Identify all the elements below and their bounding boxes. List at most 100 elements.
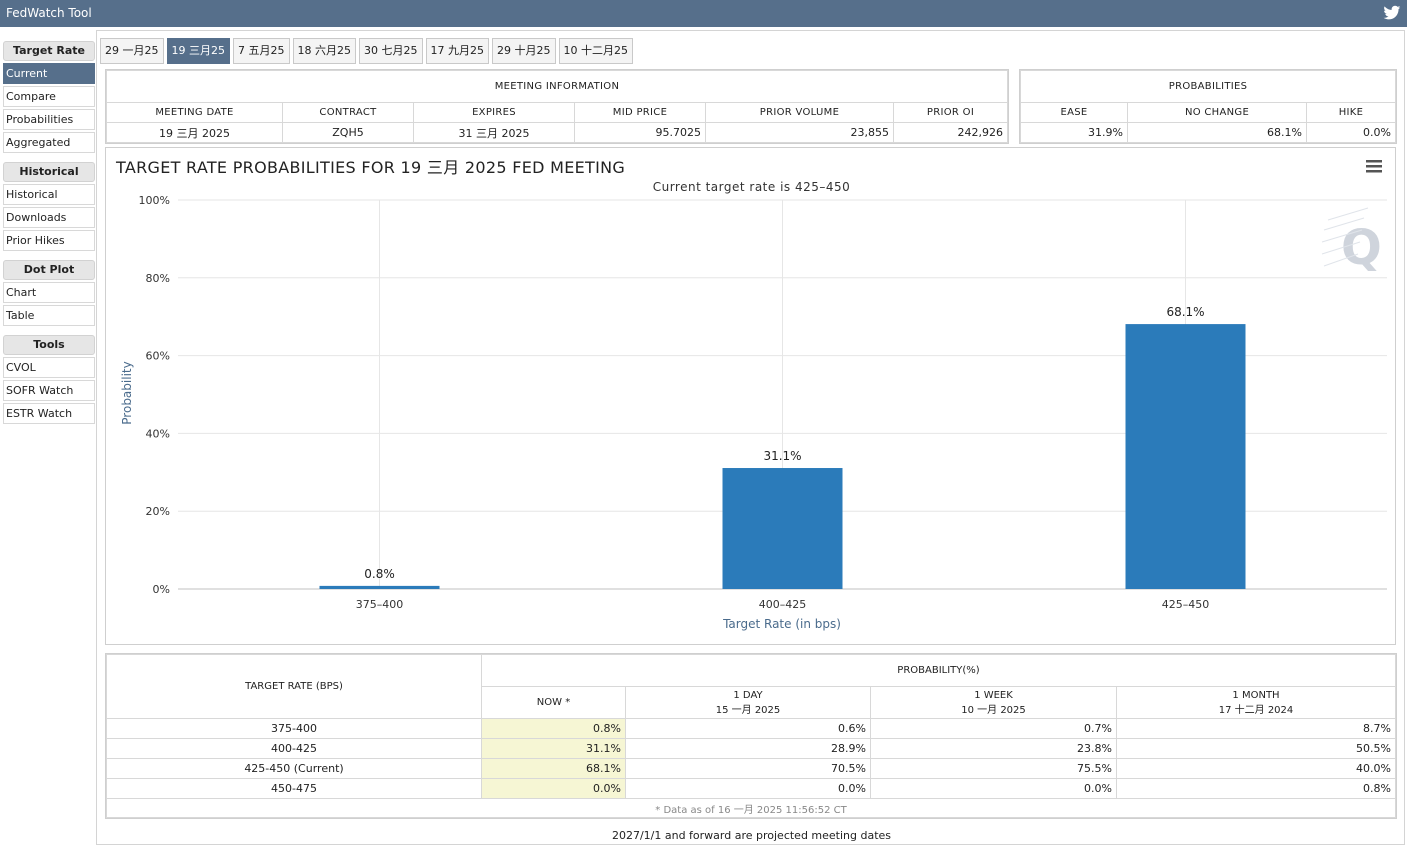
day-cell: 0.0% [625,778,871,799]
day-cell: 0.6% [625,718,871,739]
hike-value: 0.0% [1306,122,1396,143]
meeting-info-panel: MEETING INFORMATION MEETING DATE CONTRAC… [105,69,1009,144]
tab-meeting[interactable]: 10 十二月25 [558,38,633,64]
sidebar: Target Rate Current Compare Probabilitie… [3,40,95,424]
month-cell: 40.0% [1116,758,1396,779]
header-1-week-label: 1 WEEK [974,689,1013,701]
y-tick-label: 20% [146,505,170,518]
sidebar-item-downloads[interactable]: Downloads [3,207,95,228]
header-1-day: 1 DAY 15 一月 2025 [625,686,871,719]
svg-text:Q: Q [1341,220,1382,276]
header-target-rate: TARGET RATE (BPS) [106,654,482,719]
ease-value: 31.9% [1020,122,1128,143]
table-row: 425-450 (Current) 68.1% 70.5% 75.5% 40.0… [106,758,1396,779]
x-axis-title: Target Rate (in bps) [722,617,841,631]
header-1-week: 1 WEEK 10 一月 2025 [870,686,1117,719]
sidebar-section-tools: Tools [3,335,95,355]
sidebar-item-cvol[interactable]: CVOL [3,357,95,378]
sidebar-item-chart[interactable]: Chart [3,282,95,303]
probabilities-title: PROBABILITIES [1020,70,1396,103]
y-tick-label: 80% [146,272,170,285]
week-cell: 0.0% [870,778,1117,799]
week-cell: 75.5% [870,758,1117,779]
sidebar-item-estr-watch[interactable]: ESTR Watch [3,403,95,424]
header-prior-oi: PRIOR OI [893,102,1008,123]
sidebar-item-aggregated[interactable]: Aggregated [3,132,95,153]
header-1-day-date: 15 一月 2025 [715,704,781,716]
data-label: 31.1% [763,449,801,463]
table-row: 450-475 0.0% 0.0% 0.0% 0.8% [106,778,1396,799]
expires-value: 31 三月 2025 [413,122,575,143]
y-tick-label: 0% [153,583,170,596]
hamburger-menu-icon[interactable] [1365,158,1383,174]
header-no-change: NO CHANGE [1127,102,1307,123]
tab-meeting[interactable]: 18 六月25 [292,38,356,64]
sidebar-item-current[interactable]: Current [3,63,95,84]
header-meeting-date: MEETING DATE [106,102,283,123]
header-now: NOW * [481,686,626,719]
table-row: 375-400 0.8% 0.6% 0.7% 8.7% [106,718,1396,739]
bar-425–450[interactable] [1125,324,1246,589]
contract-value: ZQH5 [282,122,414,143]
header-probability: PROBABILITY(%) [481,654,1396,687]
q-watermark: Q [1321,207,1382,276]
rate-cell: 425-450 (Current) [106,758,482,779]
sidebar-section-dot-plot: Dot Plot [3,260,95,280]
now-cell: 68.1% [481,758,626,779]
header-prior-volume: PRIOR VOLUME [705,102,894,123]
probabilities-panel: PROBABILITIES EASE NO CHANGE HIKE 31.9% … [1019,69,1397,144]
y-tick-label: 40% [146,427,170,440]
sidebar-item-prior-hikes[interactable]: Prior Hikes [3,230,95,251]
month-cell: 8.7% [1116,718,1396,739]
chart-panel: TARGET RATE PROBABILITIES FOR 19 三月 2025… [105,147,1396,645]
day-cell: 70.5% [625,758,871,779]
tab-meeting[interactable]: 29 十月25 [492,38,556,64]
no-change-value: 68.1% [1127,122,1307,143]
header-mid-price: MID PRICE [574,102,706,123]
y-tick-label: 100% [139,194,170,207]
bar-400–425[interactable] [722,468,843,589]
sidebar-section-historical: Historical [3,162,95,182]
header-hike: HIKE [1306,102,1396,123]
y-tick-label: 60% [146,350,170,363]
bar-chart: Q 0% 20% 40% 60% 80% 100% 0.8% 375–400 31.1% 400–… [120,194,1387,631]
tab-meeting-active[interactable]: 19 三月25 [166,38,230,64]
sidebar-section-target-rate: Target Rate [3,41,95,61]
header-1-month: 1 MONTH 17 十二月 2024 [1116,686,1396,719]
sidebar-item-table[interactable]: Table [3,305,95,326]
sidebar-item-compare[interactable]: Compare [3,86,95,107]
tab-meeting[interactable]: 30 七月25 [359,38,423,64]
header-expires: EXPIRES [413,102,575,123]
now-cell: 31.1% [481,738,626,759]
header-1-month-label: 1 MONTH [1232,689,1280,701]
probability-table-panel: TARGET RATE (BPS) PROBABILITY(%) NOW * 1… [105,653,1397,819]
projected-dates-note: 2027/1/1 and forward are projected meeti… [611,829,892,842]
now-cell: 0.0% [481,778,626,799]
x-tick-label: 375–400 [356,598,404,611]
main-panel: 29 一月25 19 三月25 7 五月25 18 六月25 30 七月25 1… [96,30,1405,845]
sidebar-item-historical[interactable]: Historical [3,184,95,205]
meeting-date-value: 19 三月 2025 [106,122,283,143]
rate-cell: 375-400 [106,718,482,739]
tab-meeting[interactable]: 7 五月25 [233,38,290,64]
sidebar-item-probabilities[interactable]: Probabilities [3,109,95,130]
bar-375–400[interactable] [319,585,440,589]
data-label: 68.1% [1166,305,1204,319]
data-as-of: * Data as of 16 一月 2025 11:56:52 CT [106,798,1396,818]
y-axis-title: Probability [120,361,134,424]
app-title-bar: FedWatch Tool [0,0,1407,27]
rate-cell: 450-475 [106,778,482,799]
data-label: 0.8% [364,567,395,581]
x-tick-label: 425–450 [1162,598,1210,611]
prior-oi-value: 242,926 [893,122,1008,143]
twitter-icon[interactable] [1383,5,1401,21]
week-cell: 0.7% [870,718,1117,739]
sidebar-item-sofr-watch[interactable]: SOFR Watch [3,380,95,401]
tab-meeting[interactable]: 17 九月25 [425,38,489,64]
month-cell: 0.8% [1116,778,1396,799]
month-cell: 50.5% [1116,738,1396,759]
day-cell: 28.9% [625,738,871,759]
chart-title: TARGET RATE PROBABILITIES FOR 19 三月 2025… [116,158,626,177]
app-title: FedWatch Tool [6,6,92,20]
tab-meeting[interactable]: 29 一月25 [100,38,164,64]
